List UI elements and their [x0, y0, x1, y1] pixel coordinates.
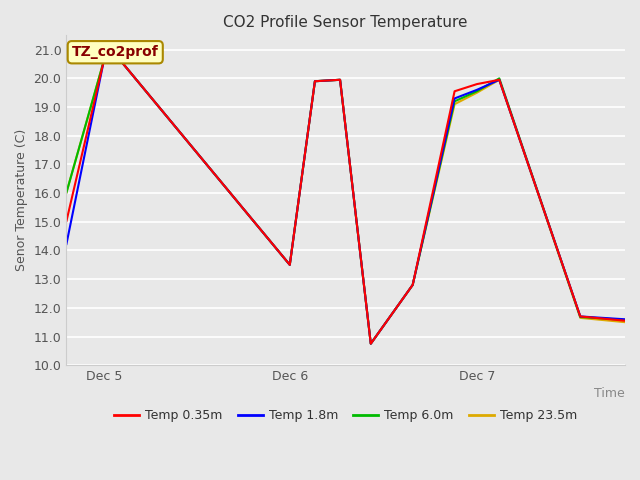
Legend: Temp 0.35m, Temp 1.8m, Temp 6.0m, Temp 23.5m: Temp 0.35m, Temp 1.8m, Temp 6.0m, Temp 2…: [109, 405, 582, 427]
Y-axis label: Senor Temperature (C): Senor Temperature (C): [15, 129, 28, 271]
Text: Time: Time: [595, 386, 625, 400]
Text: TZ_co2prof: TZ_co2prof: [72, 45, 159, 59]
Title: CO2 Profile Sensor Temperature: CO2 Profile Sensor Temperature: [223, 15, 468, 30]
